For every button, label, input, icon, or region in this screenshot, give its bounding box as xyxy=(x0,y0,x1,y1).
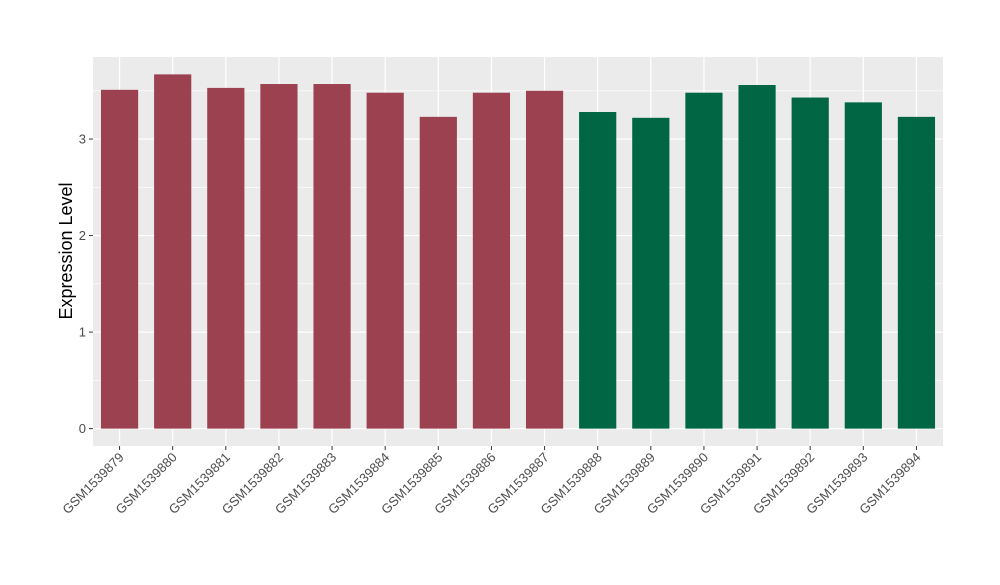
bar-GSM1539881 xyxy=(207,87,245,429)
bar-GSM1539882 xyxy=(260,84,298,429)
y-tick-label: 3 xyxy=(79,132,86,147)
y-tick-label: 0 xyxy=(79,421,86,436)
bar-GSM1539880 xyxy=(154,74,192,429)
bar-GSM1539884 xyxy=(366,92,404,429)
bar-GSM1539892 xyxy=(791,97,829,429)
bar-GSM1539886 xyxy=(472,92,511,429)
bar-GSM1539879 xyxy=(100,89,139,429)
bar-GSM1539887 xyxy=(525,90,564,429)
bar-GSM1539891 xyxy=(738,84,776,429)
bar-GSM1539893 xyxy=(844,102,882,429)
bar-GSM1539889 xyxy=(632,117,670,429)
y-tick-label: 1 xyxy=(79,325,86,340)
y-axis-label: Expression Level xyxy=(56,182,76,319)
bar-GSM1539883 xyxy=(313,84,351,429)
bar-GSM1539888 xyxy=(579,112,617,429)
bar-GSM1539894 xyxy=(897,116,936,429)
y-tick-label: 2 xyxy=(79,228,86,243)
bar-GSM1539890 xyxy=(685,92,723,429)
bar-GSM1539885 xyxy=(419,116,457,429)
